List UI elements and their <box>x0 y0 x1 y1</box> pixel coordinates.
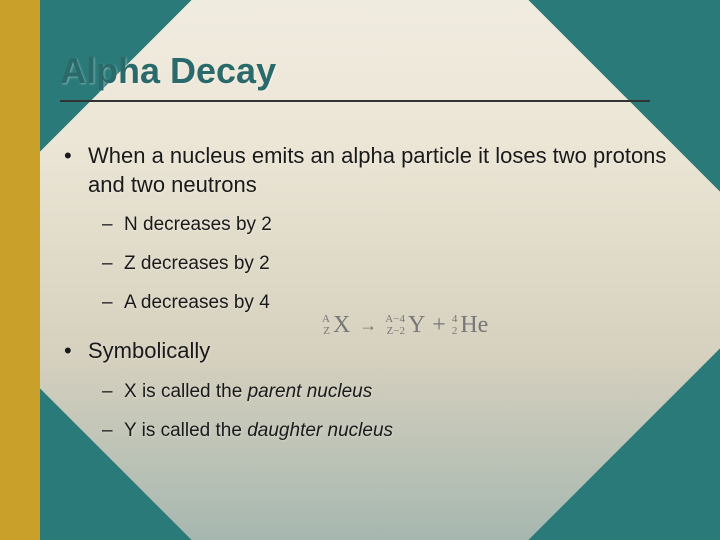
sub-item: Z decreases by 2 <box>102 252 680 277</box>
bullet-list: When a nucleus emits an alpha particle i… <box>60 142 680 443</box>
eq-symbol: He <box>460 312 488 338</box>
eq-stack: A−4 Z−2 <box>385 314 405 337</box>
eq-sub: Z <box>322 326 330 338</box>
bullet-text: Symbolically <box>88 338 210 363</box>
arrow-icon: → <box>359 315 377 335</box>
bullet-item: When a nucleus emits an alpha particle i… <box>60 142 680 315</box>
eq-symbol: X <box>333 312 350 338</box>
eq-sub: Z−2 <box>385 326 405 338</box>
sub-italic: daughter nucleus <box>247 420 393 441</box>
sub-item: N decreases by 2 <box>102 213 680 238</box>
sub-item: Y is called the daughter nucleus <box>102 419 680 444</box>
plus-icon: + <box>432 312 446 338</box>
eq-symbol: Y <box>408 312 425 338</box>
eq-term-x: A Z X <box>322 312 351 339</box>
eq-stack: 4 2 <box>452 314 458 337</box>
slide: Alpha Decay When a nucleus emits an alph… <box>0 0 720 540</box>
eq-sup: A <box>322 314 330 326</box>
sub-prefix: Y is called the <box>124 420 247 441</box>
sub-list: N decreases by 2 Z decreases by 2 A decr… <box>102 213 680 315</box>
title-underline <box>60 100 650 102</box>
eq-sup: 4 <box>452 314 458 326</box>
sub-italic: parent nucleus <box>248 381 373 402</box>
sub-prefix: X is called the <box>124 381 248 402</box>
bullet-text: When a nucleus emits an alpha particle i… <box>88 143 666 197</box>
eq-stack: A Z <box>322 314 330 337</box>
sub-list: X is called the parent nucleus Y is call… <box>102 380 680 443</box>
eq-term-y: A−4 Z−2 Y <box>385 312 426 339</box>
decay-equation: A Z X → A−4 Z−2 Y + 4 2 He <box>322 312 489 339</box>
eq-sup: A−4 <box>385 314 405 326</box>
eq-sub: 2 <box>452 326 458 338</box>
slide-title: Alpha Decay <box>60 50 690 92</box>
bullet-item: Symbolically X is called the parent nucl… <box>60 337 680 443</box>
eq-term-he: 4 2 He <box>452 312 489 339</box>
content-area: Alpha Decay When a nucleus emits an alph… <box>0 0 720 540</box>
sub-item: X is called the parent nucleus <box>102 380 680 405</box>
